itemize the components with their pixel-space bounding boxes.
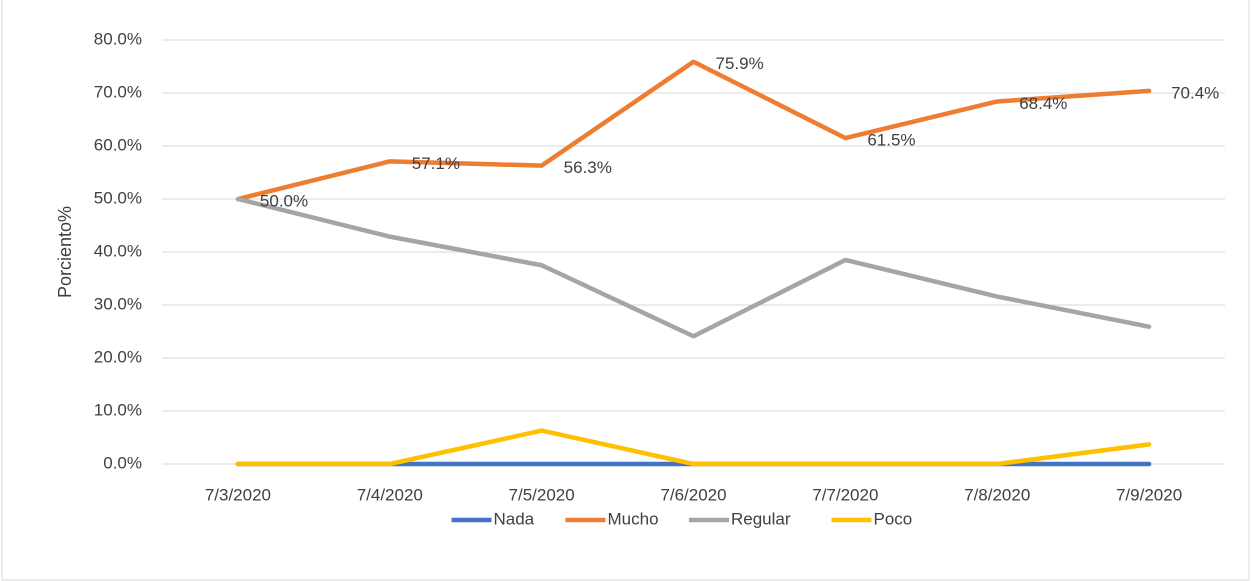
data-label: 57.1%	[412, 154, 460, 173]
data-label: 70.4%	[1171, 83, 1219, 102]
data-label: 50.0%	[260, 191, 308, 210]
y-tick-label: 40.0%	[94, 241, 142, 260]
data-label: 75.9%	[716, 54, 764, 73]
legend-label: Mucho	[608, 509, 659, 528]
y-tick-label: 60.0%	[94, 135, 142, 154]
y-tick-label: 80.0%	[94, 29, 142, 48]
y-tick-label: 30.0%	[94, 294, 142, 313]
x-tick-label: 7/8/2020	[964, 485, 1030, 504]
legend-label: Poco	[874, 509, 913, 528]
legend-label: Regular	[731, 509, 791, 528]
series-line	[235, 196, 1152, 339]
data-label: 61.5%	[867, 131, 915, 150]
y-tick-label: 20.0%	[94, 347, 142, 366]
series-line	[235, 59, 1152, 202]
y-tick-label: 10.0%	[94, 400, 142, 419]
x-tick-label: 7/6/2020	[660, 485, 726, 504]
x-tick-label: 7/7/2020	[812, 485, 878, 504]
y-axis-title: Porciento%	[55, 206, 75, 298]
series-line	[235, 428, 1152, 467]
x-tick-label: 7/3/2020	[205, 485, 271, 504]
data-label: 56.3%	[564, 158, 612, 177]
x-tick-label: 7/5/2020	[509, 485, 575, 504]
data-label: 68.4%	[1019, 94, 1067, 113]
legend-label: Nada	[494, 509, 535, 528]
y-tick-label: 50.0%	[94, 188, 142, 207]
y-tick-label: 70.0%	[94, 82, 142, 101]
y-tick-label: 0.0%	[103, 453, 142, 472]
x-tick-label: 7/4/2020	[357, 485, 423, 504]
x-tick-label: 7/9/2020	[1116, 485, 1182, 504]
